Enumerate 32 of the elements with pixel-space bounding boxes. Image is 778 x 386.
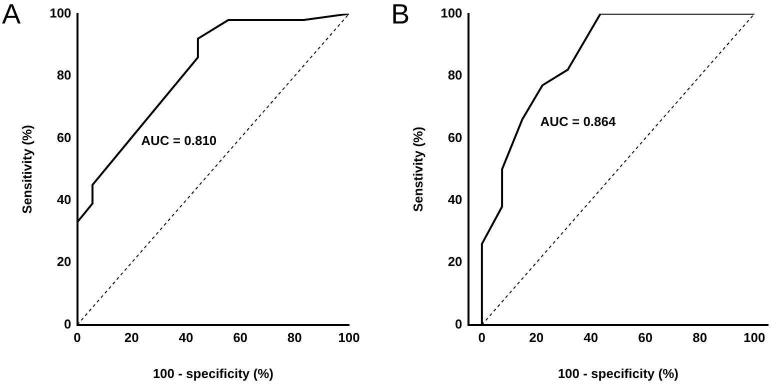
chart-title: A	[2, 0, 21, 30]
x-tick-label: 100	[744, 330, 766, 346]
x-tick-label: 0	[74, 330, 81, 346]
x-axis-title: 100 - specificity (%)	[152, 366, 274, 381]
y-tick-label: 100	[440, 5, 462, 20]
y-tick-label: 100	[50, 5, 72, 20]
y-axis-title: Sensitivity (%)	[19, 124, 34, 214]
y-axis-title: Senstivity (%)	[410, 126, 426, 212]
x-tick-label: 80	[692, 330, 708, 346]
y-tick-label: 80	[56, 68, 72, 83]
y-tick-label: 40	[56, 192, 72, 207]
y-tick-label: 20	[448, 254, 462, 270]
y-tick-label: 20	[56, 254, 72, 270]
x-tick-label: 80	[287, 330, 302, 346]
x-tick-label: 20	[529, 330, 544, 346]
y-tick-label: 80	[448, 68, 462, 83]
x-tick-label: 20	[124, 330, 139, 346]
x-tick-label: 60	[233, 330, 248, 346]
x-axis-title: 100 - specificity (%)	[558, 366, 678, 381]
x-tick-label: 0	[478, 330, 486, 346]
annotation: AUC = 0.864	[540, 114, 616, 130]
x-tick-label: 100	[338, 330, 360, 346]
y-tick-label: 60	[448, 130, 462, 145]
annotation: AUC = 0.810	[141, 132, 217, 148]
y-tick-label: 0	[64, 316, 72, 332]
y-tick-label: 40	[448, 192, 462, 207]
y-tick-label: 0	[455, 316, 462, 332]
x-tick-label: 40	[584, 330, 598, 346]
x-tick-label: 40	[178, 330, 194, 346]
y-tick-label: 60	[56, 130, 72, 145]
x-tick-label: 60	[638, 330, 653, 346]
chart-title: B	[391, 0, 410, 30]
